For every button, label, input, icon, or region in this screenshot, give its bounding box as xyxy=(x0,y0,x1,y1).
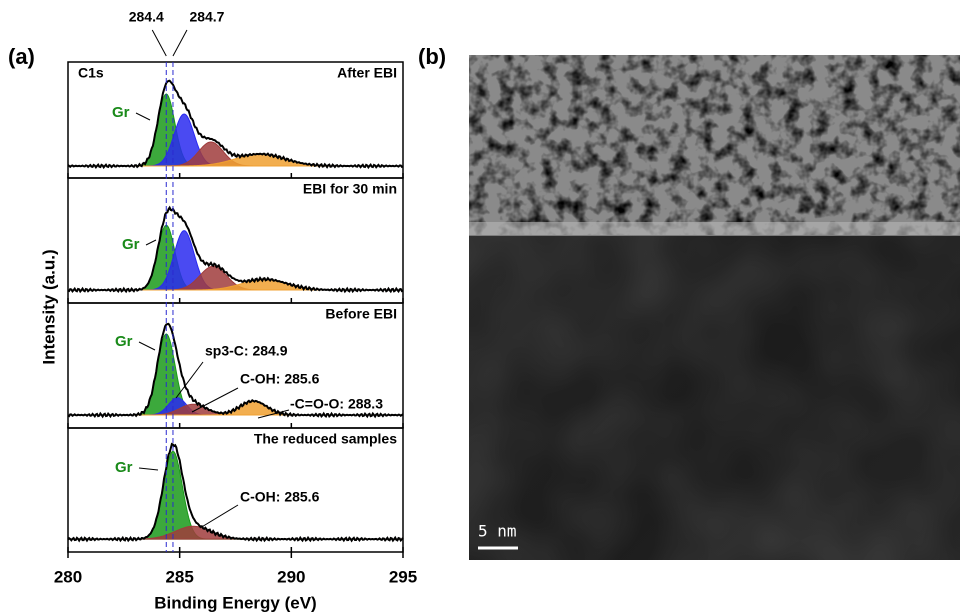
fit-component xyxy=(68,231,403,290)
y-axis-label: Intensity (a.u.) xyxy=(39,249,58,364)
peak-label-arrow xyxy=(139,342,155,350)
spectrum-panel: After EBI Gr xyxy=(68,62,403,178)
annotation: C-OH: 285.6 xyxy=(240,371,320,387)
image-texture xyxy=(469,236,960,560)
spectrum-panel: EBI for 30 min Gr xyxy=(68,178,403,303)
reference-arrow xyxy=(173,30,187,56)
annotation-arrow xyxy=(200,505,238,528)
peak-label-arrow xyxy=(139,468,158,470)
panel-title: Before EBI xyxy=(325,306,397,322)
peak-label-arrow xyxy=(136,113,150,120)
panel-label: (a) xyxy=(8,44,35,69)
spectrum-panel: The reduced samples Gr C-OH: 285.6 xyxy=(68,428,403,552)
x-tick-label: 285 xyxy=(165,567,193,586)
peak-label: Gr xyxy=(112,104,130,121)
x-tick-label: 280 xyxy=(54,567,82,586)
peak-label: Gr xyxy=(115,333,133,350)
peak-label: Gr xyxy=(115,459,133,476)
scale-bar-label: 5 nm xyxy=(478,522,517,541)
x-axis-label: Binding Energy (eV) xyxy=(154,593,316,612)
panel-title: EBI for 30 min xyxy=(303,181,397,197)
reference-arrow xyxy=(152,30,166,56)
x-tick-label: 295 xyxy=(389,567,417,586)
spectrum-name: C1s xyxy=(78,65,104,81)
reference-label: 284.4 xyxy=(129,9,164,25)
annotation-arrow xyxy=(192,388,238,412)
peak-label: Gr xyxy=(122,236,140,253)
figure: (a) (b) 5 nm After EBI Gr EBI for 30 min Gr… xyxy=(0,0,960,614)
panel-label: (b) xyxy=(418,44,446,69)
peak-label-arrow xyxy=(146,240,156,245)
reference-label: 284.7 xyxy=(189,9,224,25)
annotation: sp3-C: 284.9 xyxy=(205,343,288,359)
envelope xyxy=(68,81,403,168)
image-interface xyxy=(469,222,960,236)
tem-image: 5 nm xyxy=(469,55,960,560)
annotation: -C=O-O: 288.3 xyxy=(290,396,383,412)
envelope xyxy=(68,208,403,292)
spectrum-panel: Before EBI Gr sp3-C: 284.9 C-OH: 285.6 -C=O-… xyxy=(68,303,403,428)
panel-title: The reduced samples xyxy=(254,431,397,447)
x-tick-label: 290 xyxy=(277,567,305,586)
panel-title: After EBI xyxy=(337,65,397,81)
image-texture xyxy=(469,55,960,235)
annotation: C-OH: 285.6 xyxy=(240,489,320,505)
